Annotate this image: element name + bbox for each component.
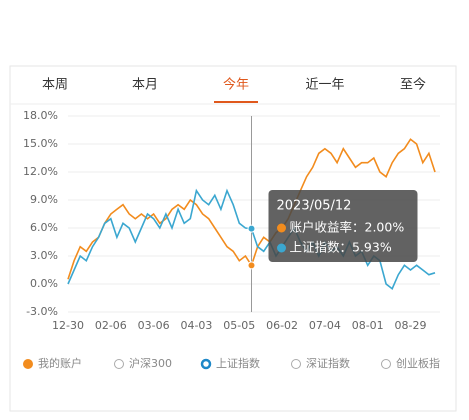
hover-point	[247, 224, 256, 233]
legend-marker[interactable]	[381, 359, 391, 369]
y-tick-label: 12.0%	[23, 165, 58, 178]
x-tick-label: 03-06	[138, 319, 170, 332]
y-tick-label: 9.0%	[30, 193, 58, 206]
legend-label[interactable]: 我的账户	[38, 356, 82, 370]
x-tick-label: 05-05	[223, 319, 255, 332]
y-tick-label: 0.0%	[30, 277, 58, 290]
y-tick-label: 18.0%	[23, 109, 58, 122]
x-tick-label: 07-04	[309, 319, 341, 332]
x-tick-label: 02-06	[95, 319, 127, 332]
tooltip-dot	[277, 243, 286, 253]
legend-label[interactable]: 沪深300	[129, 356, 172, 370]
hover-point	[247, 261, 256, 270]
x-tick-label: 12-30	[52, 319, 84, 332]
tab[interactable]: 近一年	[305, 78, 344, 93]
tooltip-item: 上证指数：5.93%	[290, 240, 392, 255]
x-tick-label: 06-02	[266, 319, 298, 332]
legend-marker[interactable]	[291, 359, 301, 369]
y-tick-label: 6.0%	[30, 221, 58, 234]
legend-label[interactable]: 创业板指	[396, 356, 440, 370]
tab[interactable]: 本月	[132, 78, 158, 93]
tooltip-item: 账户收益率：2.00%	[290, 220, 405, 235]
tab[interactable]: 今年	[223, 77, 249, 93]
tab[interactable]: 本周	[42, 78, 68, 93]
x-tick-label: 04-03	[180, 319, 212, 332]
y-tick-label: -3.0%	[26, 305, 58, 318]
tooltip-dot	[277, 223, 286, 233]
y-tick-label: 15.0%	[23, 137, 58, 150]
tooltip-title: 2023/05/12	[277, 199, 352, 214]
legend-label[interactable]: 深证指数	[306, 356, 350, 370]
x-tick-label: 08-29	[395, 319, 427, 332]
y-tick-label: 3.0%	[30, 249, 58, 262]
legend-marker[interactable]	[200, 358, 212, 370]
tab-underline	[214, 101, 258, 103]
tab[interactable]: 至今	[400, 77, 426, 93]
legend-marker[interactable]	[114, 359, 124, 369]
x-tick-label: 08-01	[352, 319, 384, 332]
tooltip-box	[268, 190, 418, 262]
legend-label[interactable]: 上证指数	[216, 356, 260, 370]
legend-marker[interactable]	[23, 359, 33, 369]
